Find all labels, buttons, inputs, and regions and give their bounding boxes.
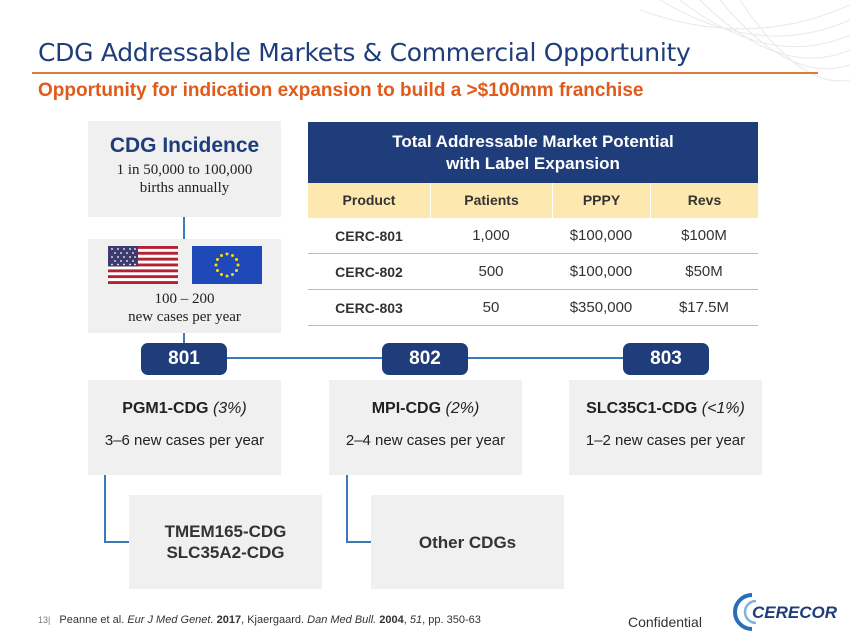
market-table: Total Addressable Market Potential with … — [308, 122, 758, 326]
table-cell: 1,000 — [472, 227, 510, 244]
badge-802: 802 — [382, 343, 468, 375]
regions-line2: new cases per year — [128, 309, 241, 325]
title-divider — [32, 72, 818, 74]
condition-cases: 3–6 new cases per year — [104, 432, 265, 449]
table-header-row: Product Patients PPPY Revs — [308, 183, 758, 218]
confidential-label: Confidential — [628, 614, 702, 630]
table-cell: CERC-803 — [335, 300, 403, 316]
table-cell: CERC-801 — [335, 228, 403, 244]
column-header: Product — [342, 192, 396, 208]
incidence-line2: births annually — [139, 180, 230, 196]
table-cell: CERC-802 — [335, 264, 403, 280]
slide-subtitle: Opportunity for indication expansion to … — [38, 80, 644, 101]
table-cell: $350,000 — [569, 299, 633, 316]
incidence-line1: 1 in 50,000 to 100,000 — [116, 162, 253, 178]
incidence-heading: CDG Incidence — [109, 134, 260, 157]
table-cell: 500 — [478, 263, 504, 280]
condition-box-mpi: MPI-CDG (2%) 2–4 new cases per year — [329, 380, 522, 475]
eu-flag-icon — [192, 246, 262, 284]
slide-title: CDG Addressable Markets & Commercial Opp… — [38, 38, 691, 67]
table-row: CERC-802 500 $100,000 $50M — [308, 254, 758, 290]
sub-box-line2: SLC35A2-CDG — [166, 543, 285, 562]
badge-803: 803 — [623, 343, 709, 375]
regions-box: 100 – 200 new cases per year — [88, 239, 281, 333]
svg-text:CERECOR: CERECOR — [752, 603, 838, 622]
other-cdg-box-1: TMEM165-CDG SLC35A2-CDG — [129, 495, 322, 589]
condition-box-slc35c1: SLC35C1-CDG (<1%) 1–2 new cases per year — [569, 380, 762, 475]
sub-box-line1: TMEM165-CDG — [164, 522, 287, 541]
connector-bracket — [346, 475, 372, 543]
condition-cases: 1–2 new cases per year — [585, 432, 746, 449]
condition-title: SLC35C1-CDG (<1%) — [586, 400, 745, 417]
connector-line — [183, 217, 185, 239]
column-header: Revs — [650, 183, 758, 218]
table-cell: $50M — [685, 263, 723, 280]
condition-cases: 2–4 new cases per year — [345, 432, 506, 449]
table-row: CERC-803 50 $350,000 $17.5M — [308, 290, 758, 326]
table-cell: $100,000 — [569, 227, 633, 244]
table-title-line2: with Label Expansion — [446, 154, 620, 173]
condition-box-pgm1: PGM1-CDG (3%) 3–6 new cases per year — [88, 380, 281, 475]
table-cell: $100,000 — [569, 263, 633, 280]
page-number: 13| — [38, 615, 51, 625]
badge-801: 801 — [141, 343, 227, 375]
table-cell: $100M — [681, 227, 727, 244]
connector-bracket — [104, 475, 130, 543]
table-cell: 50 — [482, 299, 500, 316]
regions-text: 100 – 200 new cases per year — [88, 290, 281, 326]
incidence-box: CDG Incidence 1 in 50,000 to 100,000 bir… — [88, 121, 281, 217]
other-cdg-box-2: Other CDGs — [371, 495, 564, 589]
regions-line1: 100 – 200 — [154, 291, 215, 307]
column-header: Patients — [430, 183, 552, 218]
table-row: CERC-801 1,000 $100,000 $100M — [308, 218, 758, 254]
sub-box-line1: Other CDGs — [418, 532, 517, 552]
table-cell: $17.5M — [678, 299, 730, 316]
footer-reference: 13| Peanne et al. Eur J Med Genet. 2017,… — [38, 614, 481, 626]
cerecor-logo: CERECOR — [733, 593, 838, 631]
us-flag-icon — [108, 246, 178, 284]
table-title-line1: Total Addressable Market Potential — [392, 132, 674, 151]
condition-title: PGM1-CDG (3%) — [122, 400, 247, 417]
decorative-swirl — [640, 0, 850, 82]
column-header: PPPY — [552, 183, 650, 218]
condition-title: MPI-CDG (2%) — [371, 400, 480, 417]
table-title: Total Addressable Market Potential with … — [308, 122, 758, 183]
